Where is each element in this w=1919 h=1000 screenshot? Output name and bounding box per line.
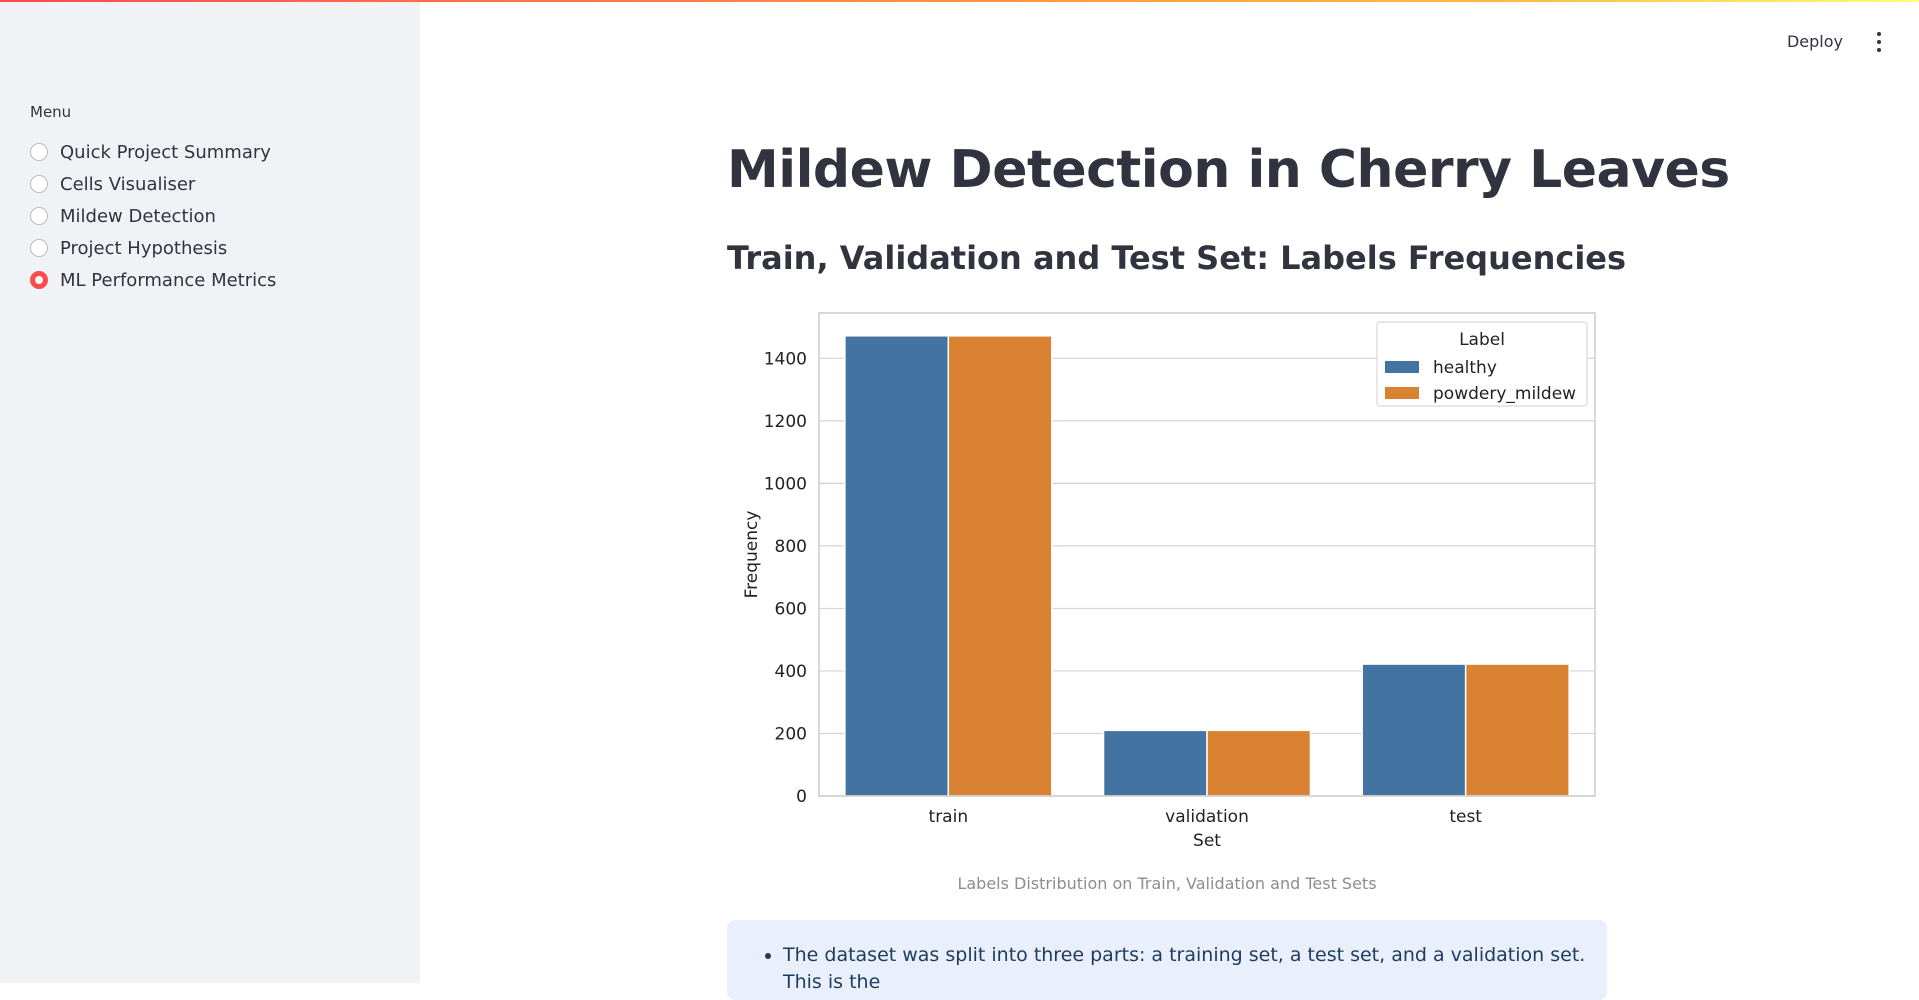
menu-radio-group: Quick Project Summary Cells Visualiser M… [30, 136, 276, 296]
radio-icon[interactable] [30, 143, 48, 161]
section-subtitle: Train, Validation and Test Set: Labels F… [727, 239, 1627, 277]
bar-healthy-train [844, 335, 950, 797]
top-decoration-bar [0, 0, 1919, 2]
info-box: The dataset was split into three parts: … [727, 920, 1607, 1000]
x-tick-label: test [1449, 807, 1482, 827]
info-list-item: The dataset was split into three parts: … [783, 942, 1587, 995]
legend-box [1376, 321, 1588, 407]
menu-item-quick-project-summary[interactable]: Quick Project Summary [30, 136, 276, 168]
y-tick-label: 1000 [764, 474, 807, 494]
legend-swatch-healthy [1385, 361, 1419, 373]
y-tick-label: 1200 [764, 412, 807, 432]
menu-item-ml-performance-metrics[interactable]: ML Performance Metrics [30, 264, 276, 296]
legend-swatch-powdery_mildew [1385, 387, 1419, 399]
menu-item-label: ML Performance Metrics [60, 269, 277, 291]
y-tick-label: 0 [796, 787, 807, 807]
bar-powdery_mildew-validation [1206, 729, 1312, 797]
radio-icon[interactable] [30, 207, 48, 225]
menu-item-label: Project Hypothesis [60, 237, 228, 259]
menu-item-cells-visualiser[interactable]: Cells Visualiser [30, 168, 276, 200]
y-axis-label: Frequency [742, 511, 762, 599]
chart-caption: Labels Distribution on Train, Validation… [957, 874, 1377, 893]
x-axis-label: Set [1193, 831, 1221, 851]
menu-item-label: Mildew Detection [60, 205, 216, 227]
y-tick-label: 800 [775, 537, 807, 557]
legend-label-powdery_mildew: powdery_mildew [1433, 384, 1576, 404]
bar-healthy-test [1361, 663, 1467, 797]
radio-icon[interactable] [30, 175, 48, 193]
menu-label: Menu [30, 103, 72, 121]
menu-item-label: Cells Visualiser [60, 173, 196, 195]
y-tick-label: 600 [775, 599, 807, 619]
info-list: The dataset was split into three parts: … [727, 920, 1607, 995]
legend-title: Label [1459, 330, 1505, 350]
plot-border [818, 312, 1596, 797]
y-tick-label: 1400 [764, 349, 807, 369]
y-tick-label: 400 [775, 662, 807, 682]
legend-label-healthy: healthy [1433, 358, 1497, 378]
bar-healthy-validation [1102, 729, 1208, 797]
bar-chart-svg: 0 200 400 600 800 1000 1200 1400 train validation… [742, 312, 1596, 851]
labels-frequency-chart: 0 200 400 600 800 1000 1200 1400 train validation… [727, 302, 1607, 862]
bar-powdery_mildew-train [947, 335, 1053, 797]
menu-item-project-hypothesis[interactable]: Project Hypothesis [30, 232, 276, 264]
y-tick-label: 200 [775, 724, 807, 744]
radio-icon[interactable] [30, 239, 48, 257]
header-actions: Deploy [1775, 28, 1889, 55]
bar-powdery_mildew-test [1464, 663, 1570, 797]
x-tick-label: validation [1165, 807, 1249, 827]
menu-item-label: Quick Project Summary [60, 141, 271, 163]
kebab-menu-icon[interactable] [1869, 30, 1889, 54]
menu-item-mildew-detection[interactable]: Mildew Detection [30, 200, 276, 232]
deploy-button[interactable]: Deploy [1786, 32, 1843, 51]
sidebar: Menu Quick Project Summary Cells Visuali… [0, 0, 420, 983]
x-tick-label: train [929, 807, 969, 827]
page-title: Mildew Detection in Cherry Leaves [727, 140, 1730, 200]
radio-selected-icon[interactable] [30, 271, 48, 289]
